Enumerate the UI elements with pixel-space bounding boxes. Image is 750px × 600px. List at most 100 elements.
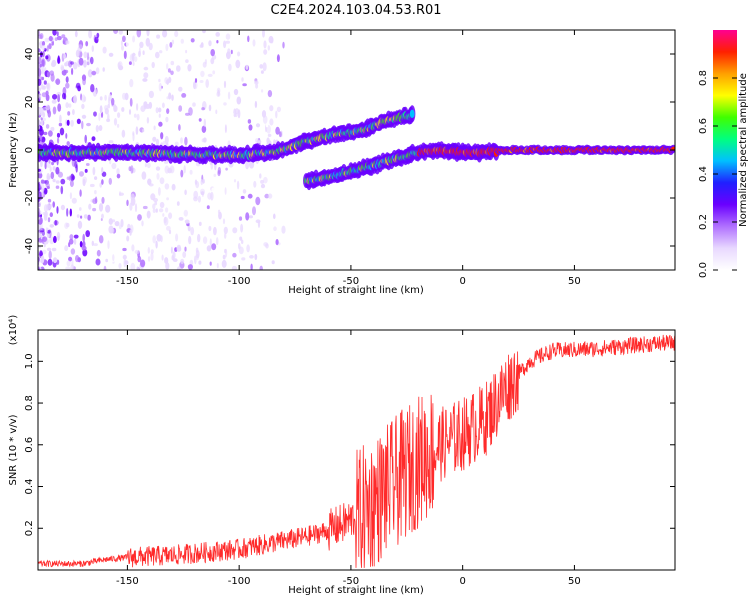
heatmap-speckle bbox=[41, 188, 44, 197]
heatmap-speckle bbox=[281, 225, 286, 234]
heatmap-speckle bbox=[208, 225, 212, 232]
heatmap-speckle bbox=[69, 179, 74, 188]
heatmap-speckle bbox=[202, 178, 205, 184]
heatmap-speckle bbox=[224, 124, 227, 134]
heatmap-speckle bbox=[132, 35, 136, 43]
heatmap-speckle bbox=[38, 34, 43, 39]
colorbar: 0.0 0.2 0.4 0.6 0.8 Normalized spectral ampl… bbox=[698, 30, 749, 278]
heatmap-speckle bbox=[38, 62, 41, 70]
heatmap-speckle bbox=[282, 41, 285, 49]
heatmap-speckle bbox=[43, 243, 46, 248]
heatmap-speckle bbox=[273, 71, 277, 80]
heatmap-speckle bbox=[49, 224, 55, 228]
heatmap-speckle bbox=[172, 251, 176, 259]
heatmap-speckle bbox=[273, 213, 276, 220]
heatmap-speckle bbox=[169, 42, 173, 48]
heatmap-speckle bbox=[228, 63, 232, 72]
heatmap-speckle bbox=[128, 61, 132, 65]
heatmap-speckle bbox=[145, 104, 151, 109]
heatmap-speckle bbox=[225, 167, 228, 171]
heatmap-speckle bbox=[38, 168, 41, 172]
heatmap-speckle bbox=[71, 258, 74, 267]
heatmap-speckle bbox=[255, 219, 261, 224]
heatmap-speckle bbox=[246, 93, 252, 99]
heatmap-speckle bbox=[146, 117, 150, 124]
heatmap-speckle bbox=[79, 207, 82, 211]
heatmap-speckle bbox=[70, 264, 75, 270]
heatmap-speckle bbox=[51, 99, 57, 104]
heatmap-speckle bbox=[81, 114, 87, 119]
heatmap-speckle bbox=[202, 30, 206, 34]
y-tick-label: 20 bbox=[24, 96, 35, 109]
heatmap-speckle bbox=[163, 216, 167, 224]
heatmap-speckle bbox=[51, 247, 57, 252]
heatmap-speckle bbox=[41, 69, 44, 75]
heatmap-speckle bbox=[88, 203, 92, 210]
heatmap-speckle bbox=[224, 232, 227, 239]
heatmap-speckle bbox=[180, 258, 185, 265]
heatmap-speckle bbox=[132, 132, 135, 142]
heatmap-speckle bbox=[225, 33, 231, 40]
heatmap-speckle bbox=[245, 161, 250, 170]
heatmap-speckle bbox=[56, 231, 61, 241]
heatmap-speckle bbox=[40, 159, 43, 168]
heatmap-speckle bbox=[85, 41, 89, 47]
heatmap-speckle bbox=[57, 137, 60, 144]
heatmap-speckle bbox=[129, 229, 132, 236]
heatmap-speckle bbox=[186, 179, 191, 189]
colorbar-label: Normalized spectral amplitude bbox=[738, 73, 749, 227]
heatmap-speckle bbox=[198, 118, 202, 122]
y-tick-label: 1.0 bbox=[24, 353, 35, 369]
heatmap-speckle bbox=[143, 72, 149, 79]
colorbar-tick-label: 0.4 bbox=[698, 166, 709, 182]
heatmap-speckle bbox=[255, 123, 261, 128]
heatmap-speckle bbox=[159, 177, 165, 185]
heatmap-speckle bbox=[233, 202, 238, 208]
heatmap-speckle bbox=[96, 32, 100, 39]
heatmap-speckle bbox=[45, 183, 50, 188]
heatmap-speckle bbox=[77, 220, 83, 229]
heatmap-speckle bbox=[82, 176, 88, 184]
heatmap-speckle bbox=[208, 40, 212, 47]
heatmap-speckle bbox=[166, 108, 170, 114]
heatmap-speckle bbox=[134, 249, 140, 255]
heatmap-speckle bbox=[42, 117, 46, 122]
heatmap-speckle bbox=[136, 30, 142, 38]
heatmap-speckle bbox=[57, 56, 61, 65]
heatmap-speckle bbox=[230, 49, 233, 55]
heatmap-speckle bbox=[116, 173, 121, 179]
heatmap-speckle bbox=[260, 70, 264, 74]
heatmap-speckle bbox=[182, 251, 187, 258]
heatmap-speckle bbox=[133, 113, 137, 118]
heatmap-speckle bbox=[269, 118, 274, 126]
heatmap-speckle bbox=[253, 180, 257, 188]
snr-y-axis-unit: (x10⁴) bbox=[8, 315, 19, 346]
heatmap-speckle bbox=[178, 86, 183, 92]
heatmap-speckle bbox=[78, 44, 83, 49]
heatmap-speckle bbox=[69, 192, 72, 200]
heatmap-speckle bbox=[227, 48, 231, 55]
heatmap-speckle bbox=[38, 182, 41, 192]
heatmap-speckle bbox=[114, 204, 119, 214]
heatmap-speckle bbox=[122, 92, 127, 100]
heatmap-speckle bbox=[70, 61, 74, 65]
heatmap-speckle bbox=[213, 226, 217, 236]
heatmap-speckle bbox=[158, 187, 161, 196]
heatmap-speckle bbox=[91, 240, 95, 246]
heatmap-speckle bbox=[79, 189, 82, 197]
heatmap-speckle bbox=[128, 109, 132, 115]
heatmap-speckle bbox=[104, 94, 107, 101]
heatmap-speckle bbox=[108, 94, 112, 101]
heatmap-speckle bbox=[236, 180, 240, 190]
heatmap-speckle bbox=[245, 212, 250, 221]
heatmap-speckle bbox=[246, 244, 250, 253]
heatmap-speckle bbox=[259, 173, 262, 179]
heatmap-speckle bbox=[200, 179, 203, 186]
heatmap-speckle bbox=[210, 191, 214, 201]
heatmap-speckle bbox=[156, 234, 162, 242]
heatmap-speckle bbox=[172, 258, 178, 262]
heatmap-speckle bbox=[108, 52, 114, 57]
heatmap-speckle bbox=[171, 39, 175, 45]
heatmap-speckle bbox=[200, 188, 205, 195]
y-tick-label: 0.2 bbox=[24, 520, 35, 536]
